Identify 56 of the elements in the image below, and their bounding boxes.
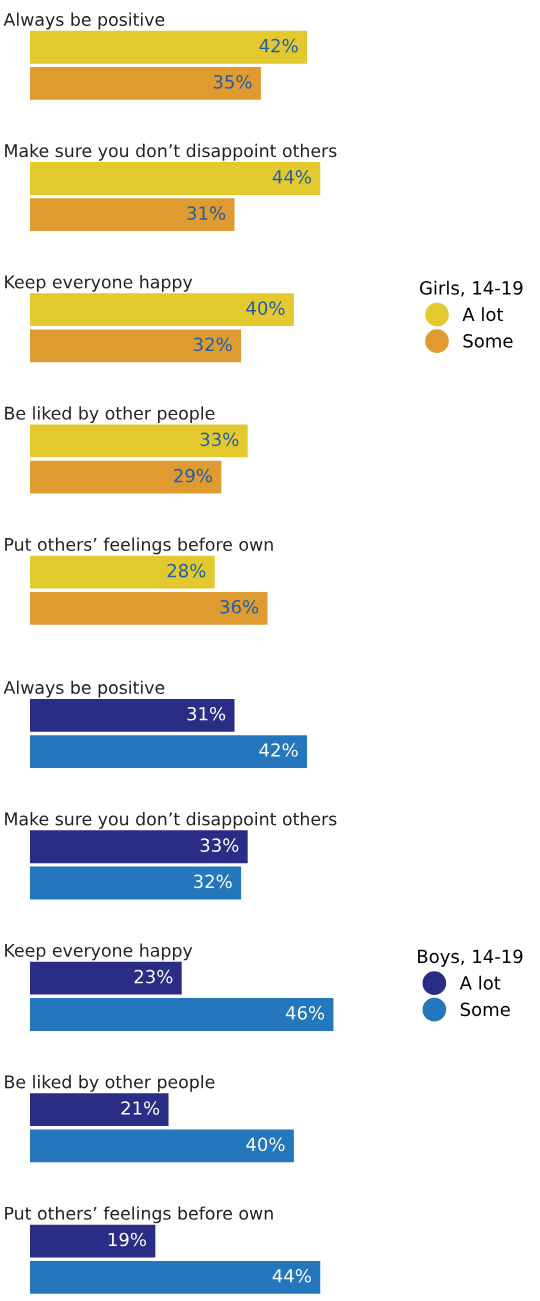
data-label: 40%	[246, 301, 285, 315]
bar	[30, 698, 235, 732]
bar	[30, 1129, 294, 1163]
data-label: 28%	[167, 563, 206, 578]
bar	[30, 735, 308, 769]
data-label: 42%	[259, 38, 298, 53]
category-label: Put others’ feelings before own	[5, 1206, 273, 1224]
category-label: Be liked by other people	[5, 406, 215, 424]
data-label: 23%	[134, 969, 173, 984]
category-label: Keep everyone happy	[5, 275, 193, 292]
bar	[30, 591, 268, 625]
bar	[30, 198, 235, 232]
category-label: Keep everyone happy	[5, 943, 193, 961]
legend-label: A lot	[462, 307, 504, 322]
bar	[30, 1260, 321, 1294]
category-label: Always be positive	[3, 680, 165, 698]
data-label: 33%	[200, 838, 239, 852]
data-label: 32%	[194, 337, 232, 352]
bar	[30, 293, 294, 327]
bar	[30, 67, 261, 100]
legend-title: Girls, 14-19	[419, 280, 523, 297]
bar	[30, 998, 334, 1031]
data-label: 33%	[200, 432, 239, 447]
bar	[30, 866, 242, 900]
category-label: Always be positive	[3, 12, 165, 30]
legend-label: A lot	[459, 975, 501, 990]
data-label: 32%	[194, 874, 232, 889]
legend-label: Some	[460, 1002, 510, 1017]
bar	[30, 460, 222, 494]
bar	[30, 30, 308, 64]
data-label: 42%	[259, 743, 298, 757]
data-label: 19%	[108, 1232, 147, 1247]
bar	[30, 961, 182, 995]
legend-label: Some	[463, 334, 513, 348]
data-label: 29%	[174, 468, 212, 483]
category-label: Put others’ feelings before own	[5, 537, 273, 555]
data-label: 35%	[213, 75, 252, 89]
category-label: Make sure you don’t disappoint others	[5, 812, 337, 829]
bar	[30, 162, 321, 195]
data-label: 40%	[246, 1137, 285, 1152]
category-label: Be liked by other people	[5, 1074, 215, 1092]
bar	[30, 329, 242, 363]
bar	[30, 1093, 169, 1127]
bar	[30, 1224, 156, 1258]
data-label: 36%	[220, 599, 259, 614]
category-label: Make sure you don’t disappoint others	[5, 143, 337, 161]
bar	[30, 830, 248, 864]
data-label: 44%	[272, 1268, 311, 1283]
legend-title: Boys, 14-19	[418, 949, 523, 967]
bar	[30, 424, 248, 458]
data-label: 46%	[285, 1006, 325, 1020]
bar	[30, 555, 215, 589]
data-label: 21%	[121, 1101, 160, 1115]
data-label: 31%	[187, 206, 226, 220]
data-label: 31%	[187, 706, 226, 721]
data-label: 44%	[272, 170, 311, 184]
